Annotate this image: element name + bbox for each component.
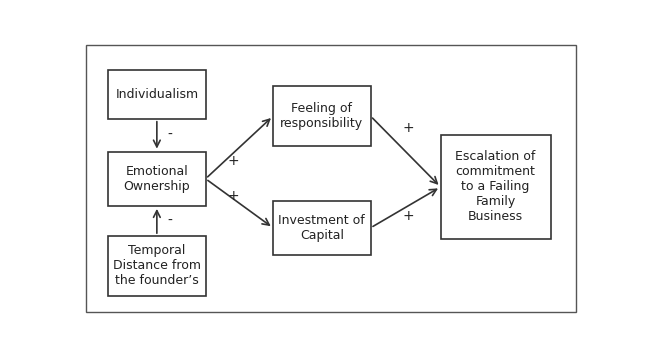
Text: +: + bbox=[227, 189, 239, 204]
Text: Temporal
Distance from
the founder’s: Temporal Distance from the founder’s bbox=[113, 245, 201, 287]
Text: +: + bbox=[402, 121, 414, 135]
Bar bbox=[441, 135, 550, 239]
Bar bbox=[108, 152, 206, 206]
Bar bbox=[273, 201, 370, 255]
Text: Investment of
Capital: Investment of Capital bbox=[279, 214, 365, 242]
Bar bbox=[108, 70, 206, 119]
Text: Feeling of
responsibility: Feeling of responsibility bbox=[280, 102, 363, 130]
Text: -: - bbox=[167, 214, 172, 228]
Text: +: + bbox=[402, 209, 414, 223]
Bar bbox=[273, 86, 370, 146]
Text: Emotional
Ownership: Emotional Ownership bbox=[124, 165, 190, 193]
Text: Escalation of
commitment
to a Failing
Family
Business: Escalation of commitment to a Failing Fa… bbox=[455, 150, 536, 223]
Text: -: - bbox=[167, 128, 172, 142]
Text: Individualism: Individualism bbox=[115, 88, 199, 101]
Bar bbox=[108, 236, 206, 296]
Text: +: + bbox=[227, 154, 239, 168]
